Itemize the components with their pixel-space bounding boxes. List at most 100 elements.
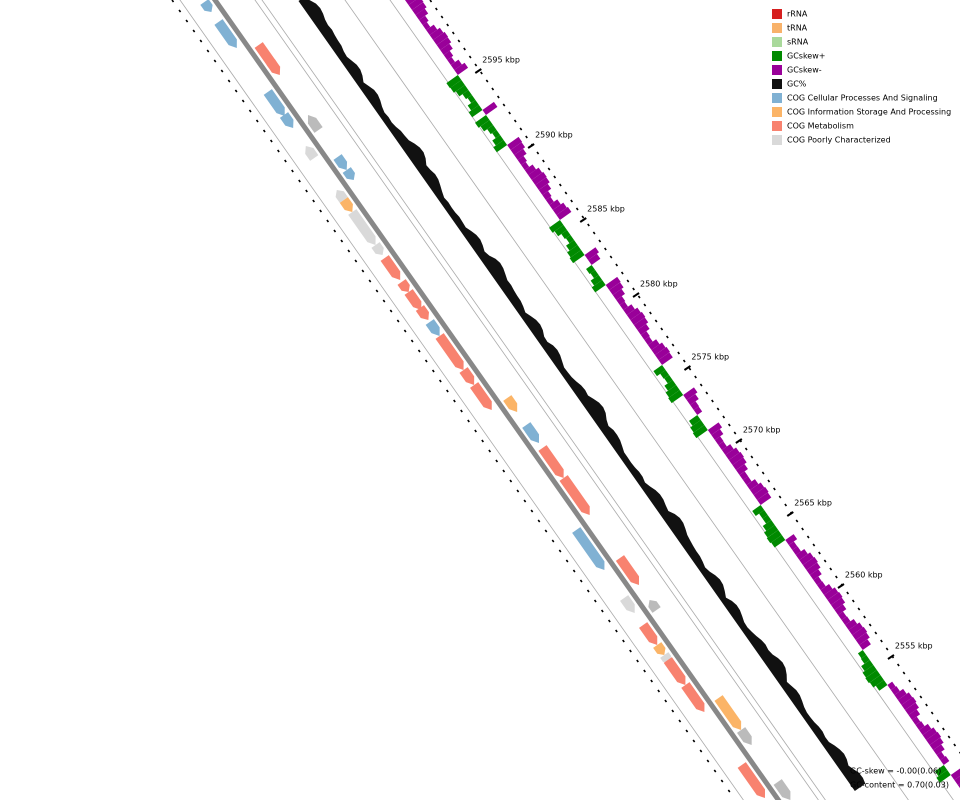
gc-skew xyxy=(591,280,606,293)
gc-skew xyxy=(584,247,599,260)
gc-skew xyxy=(728,451,744,465)
gc-skew xyxy=(658,352,673,365)
gc-skew xyxy=(487,125,497,135)
gc-skew xyxy=(919,723,932,735)
inner-tick xyxy=(565,559,569,563)
gc-skew xyxy=(912,716,921,725)
inner-tick xyxy=(446,389,449,393)
feature xyxy=(348,209,376,245)
gc-skew xyxy=(788,541,798,550)
scale-tick xyxy=(587,223,590,227)
scale-label: 2555 kbp xyxy=(895,642,933,651)
inner-tick xyxy=(488,449,492,453)
gc-skew xyxy=(859,639,871,650)
inner-tick xyxy=(291,169,294,173)
scale-tick xyxy=(581,215,585,219)
track-line xyxy=(261,0,826,800)
gc-skew xyxy=(640,331,650,340)
inner-tick xyxy=(657,689,661,693)
gc-skew xyxy=(824,587,839,600)
scale-tick xyxy=(665,335,669,339)
scale-tick xyxy=(446,23,450,27)
feature xyxy=(620,595,635,613)
gc-skew xyxy=(637,323,650,335)
inner-tick xyxy=(438,379,442,383)
gc-skew xyxy=(714,436,724,445)
scale-label: 2560 kbp xyxy=(845,571,883,580)
scale-tick xyxy=(620,271,624,275)
gc-skew xyxy=(655,346,670,360)
gc-skew xyxy=(693,406,703,415)
scale-tick xyxy=(592,231,596,235)
gc-skew xyxy=(841,616,851,625)
inner-tick xyxy=(431,369,435,373)
gc-skew xyxy=(586,265,596,274)
gc-skew xyxy=(922,727,937,740)
inner-tick xyxy=(220,69,224,73)
scale-tick xyxy=(496,95,500,99)
scale-tick xyxy=(733,431,737,435)
gc-skew xyxy=(683,387,698,400)
feature xyxy=(737,762,766,798)
inner-tick xyxy=(600,609,604,613)
scale-tick xyxy=(480,71,483,75)
scale-label: 2565 kbp xyxy=(794,499,832,508)
gc-skew xyxy=(857,650,867,659)
scale-tick xyxy=(806,535,810,539)
scale-label: 2590 kbp xyxy=(535,131,573,140)
inner-tick xyxy=(213,59,217,63)
inner-tick xyxy=(453,399,456,403)
scale-tick xyxy=(643,303,647,307)
gc-skew xyxy=(524,164,537,175)
gc-skew xyxy=(834,604,847,615)
feature xyxy=(736,727,752,745)
inner-tick xyxy=(276,149,280,153)
inner-tick xyxy=(298,179,301,183)
gc-skew xyxy=(957,783,960,789)
gc-skew xyxy=(820,583,833,595)
scale-tick xyxy=(896,663,900,667)
gc-skew xyxy=(718,441,727,450)
inner-tick xyxy=(636,659,639,663)
gc-skew xyxy=(936,770,951,783)
gc-skew xyxy=(605,276,621,290)
gc-skew xyxy=(609,282,624,295)
scale-tick xyxy=(615,263,619,267)
feature xyxy=(333,154,348,170)
legend-swatch xyxy=(772,51,782,61)
inner-tick xyxy=(643,669,646,673)
gc-skew xyxy=(450,59,462,70)
gc-skew xyxy=(450,80,465,93)
inner-tick xyxy=(396,319,400,323)
gc-skew xyxy=(752,505,765,516)
gc-skew xyxy=(514,148,527,160)
scale-tick xyxy=(677,351,681,355)
gc-skew xyxy=(894,688,907,700)
gc-skew xyxy=(785,534,798,545)
gc-skew xyxy=(480,120,494,132)
gc-skew xyxy=(816,581,826,590)
scale-tick xyxy=(604,247,607,251)
gc-skew xyxy=(692,425,708,439)
gc-skew xyxy=(630,311,646,325)
gc-skew xyxy=(475,115,490,128)
gc-skew xyxy=(771,535,786,548)
gc-skew xyxy=(802,556,818,570)
scale-tick xyxy=(795,519,799,523)
gc-skew xyxy=(538,183,552,195)
gc-skew xyxy=(762,520,775,531)
gc-skew xyxy=(901,696,917,710)
inner-tick xyxy=(692,739,696,743)
scale-label: 2580 kbp xyxy=(640,280,678,289)
inner-tick xyxy=(368,279,372,283)
inner-tick xyxy=(502,469,506,473)
legend-label: COG Poorly Characterized xyxy=(787,136,891,145)
gc-skew xyxy=(566,240,578,251)
inner-tick xyxy=(312,199,315,203)
gc-skew xyxy=(535,177,550,190)
scale-tick xyxy=(688,367,692,371)
inner-tick xyxy=(206,49,210,53)
major-tick xyxy=(474,68,482,74)
scale-tick xyxy=(502,103,506,107)
gc-skew xyxy=(861,660,874,672)
